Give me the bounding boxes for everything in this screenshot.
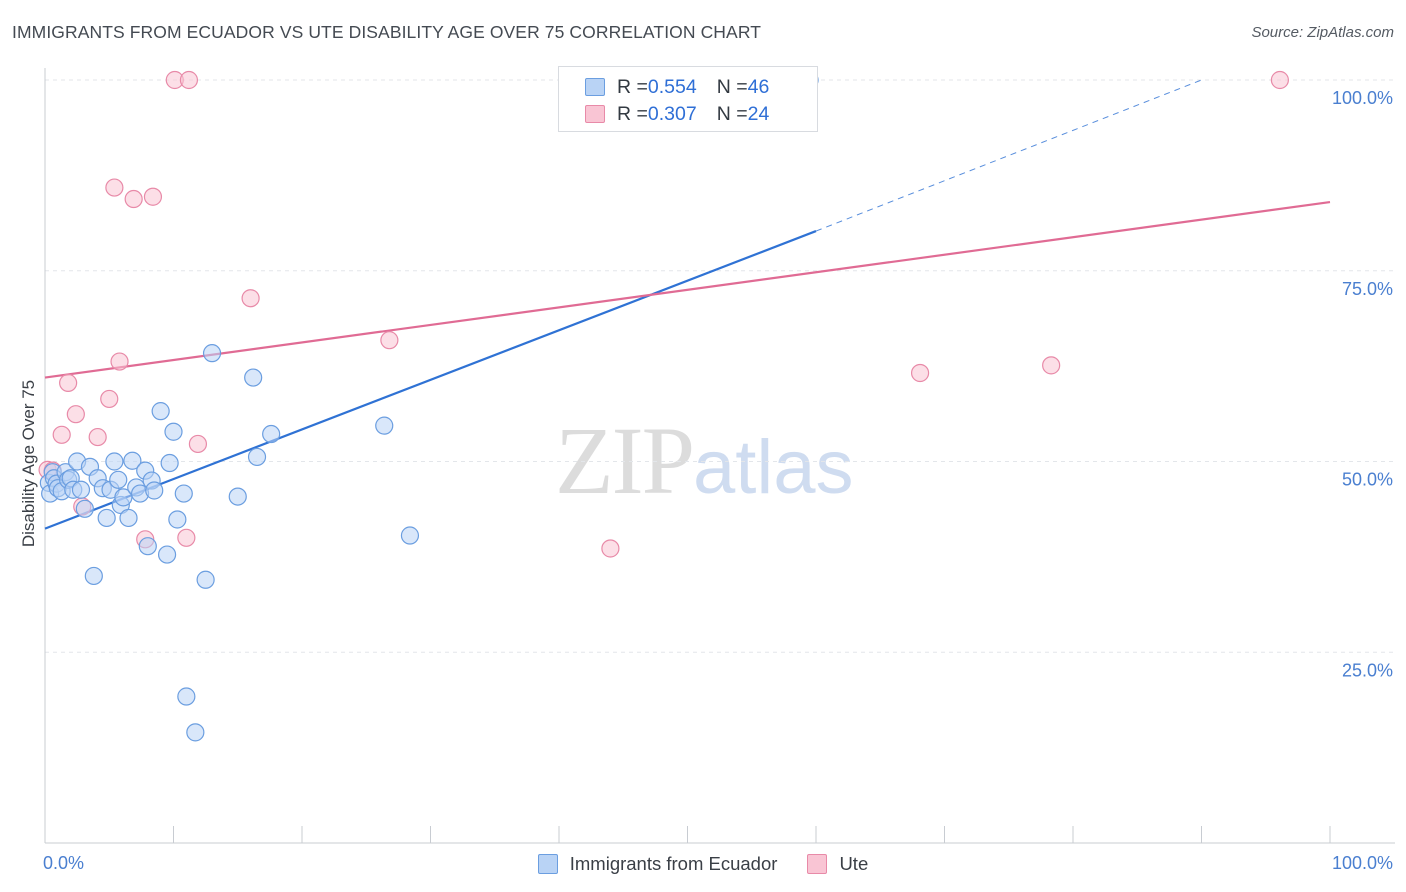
legend-r-value: 0.554 [647,75,697,98]
legend-n-value: 24 [747,102,770,125]
legend-swatch-ecuador [585,78,605,96]
point-ecuador [157,545,177,564]
point-ecuador [105,452,124,471]
legend-n-label: N = [716,102,748,125]
point-ecuador [160,453,179,473]
legend-r-label: R = [617,75,648,98]
point-ecuador [71,480,91,499]
y-tick-label: 75.0% [1342,279,1393,299]
watermark-zip: ZIP [555,407,695,514]
point-ute [177,528,196,547]
watermark-atlas: atlas [693,425,854,510]
point-ute [1270,70,1289,90]
trend-line-ecuador-extension [815,79,1202,232]
point-ecuador [375,416,394,435]
legend-label-ecuador: Immigrants from Ecuador [569,853,778,874]
legend-r-label: R = [617,102,648,125]
trend-line-ecuador [44,230,817,530]
point-ecuador [202,344,222,363]
trend-lines [44,79,1331,530]
series-legend: Immigrants from Ecuador Ute [0,851,1406,877]
y-tick-label: 25.0% [1342,660,1393,680]
grid [45,79,1395,653]
point-ecuador [196,570,215,589]
correlation-legend: R = 0.554 N = 46 R = 0.307 N = 24 [558,66,818,132]
trend-line-ute [44,200,1331,379]
point-ute [124,189,143,209]
axes [44,68,1395,844]
point-ute [105,178,124,197]
point-ute [380,331,399,350]
point-ecuador [247,447,267,467]
point-ecuador [262,424,281,444]
point-ecuador [145,481,164,500]
point-ecuador [75,499,94,518]
point-ute [1042,356,1061,375]
point-ute [143,187,163,206]
legend-swatch-ecuador [537,854,558,874]
point-ute [52,425,71,444]
source-label: Source: ZipAtlas.com [1251,24,1394,41]
point-ute [188,434,208,454]
point-ute [66,405,85,424]
points [38,70,1289,742]
legend-n-label: N = [716,75,748,98]
x-tick-label-max: 100.0% [1332,853,1393,873]
legend-n-value: 46 [747,75,770,98]
point-ute [100,389,119,409]
legend-swatch-ute [807,854,828,874]
point-ecuador [164,422,183,441]
point-ecuador [177,687,196,706]
point-ute [241,289,260,308]
point-ecuador [151,402,170,421]
legend-row-ecuador: R = 0.554 N = 46 [585,74,769,100]
point-ute [110,352,129,371]
y-tick-label: 100.0% [1332,88,1393,108]
point-ecuador [228,487,247,506]
legend-item-ute[interactable]: Ute [807,853,868,875]
point-ute [88,427,107,447]
point-ecuador [119,508,138,528]
legend-swatch-ute [585,105,605,123]
point-ute [179,70,199,90]
point-ecuador [400,526,420,545]
point-ecuador [168,510,187,529]
legend-row-ute: R = 0.307 N = 24 [585,101,769,127]
point-ecuador [186,723,205,742]
point-ecuador [244,368,263,387]
point-ecuador [123,451,142,470]
point-ute [59,373,78,393]
x-tick-label-min: 0.0% [43,853,84,873]
legend-label-ute: Ute [839,853,869,874]
chart-title: IMMIGRANTS FROM ECUADOR VS UTE DISABILIT… [12,22,762,42]
point-ecuador [138,537,157,556]
watermark: ZIPatlas [555,405,854,516]
point-ecuador [174,484,193,503]
point-ecuador [109,470,128,489]
y-tick-label: 50.0% [1342,470,1393,490]
tick-labels: 25.0% 50.0% 75.0% 100.0% 0.0% 100.0% Disabilit… [19,88,1393,873]
point-ecuador [84,566,103,586]
point-ute [601,539,620,558]
legend-item-ecuador[interactable]: Immigrants from Ecuador [537,853,778,875]
legend-r-value: 0.307 [647,102,697,125]
point-ecuador [97,508,116,528]
y-axis-title: Disability Age Over 75 [19,380,38,547]
point-ute [910,363,930,383]
